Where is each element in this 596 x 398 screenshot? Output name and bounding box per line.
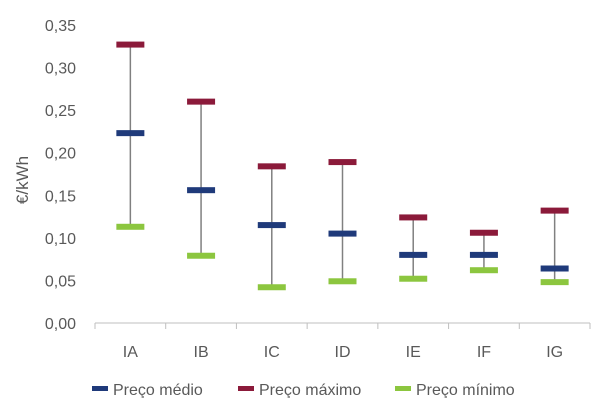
marker-max	[257, 163, 286, 170]
marker-min	[116, 223, 145, 230]
marker-min	[328, 278, 357, 285]
x-tick-label: IA	[123, 344, 138, 361]
marker-max	[469, 229, 498, 236]
marker-min	[469, 267, 498, 274]
marker-mean	[257, 222, 286, 229]
x-tick-label: IF	[477, 344, 491, 361]
y-tick-label: 0,05	[45, 273, 76, 290]
x-tick-label: ID	[335, 344, 351, 361]
y-axis-label: €/kWh	[13, 156, 32, 204]
legend-item: Preço mínimo	[395, 382, 515, 398]
marker-mean	[540, 265, 569, 272]
marker-mean	[328, 230, 357, 237]
y-tick-label: 0,20	[45, 146, 76, 163]
legend-swatch	[92, 386, 108, 391]
legend-label: Preço máximo	[259, 382, 361, 398]
marker-mean	[399, 251, 428, 258]
legend-label: Preço médio	[113, 382, 203, 398]
legend-swatch	[238, 386, 254, 391]
y-tick-label: 0,10	[45, 231, 76, 248]
legend-swatch	[395, 386, 411, 391]
marker-mean	[469, 251, 498, 258]
y-tick-label: 0,35	[45, 18, 76, 35]
marker-mean	[116, 130, 145, 137]
axes: 0,00 0,05 0,10 0,15 0,20 0,25 0,30 0,35 IA IB IC ID…	[45, 18, 591, 361]
price-markers	[116, 41, 569, 291]
marker-min	[540, 279, 569, 286]
marker-max	[399, 214, 428, 221]
legend-item: Preço médio	[92, 382, 203, 398]
x-tick-label: IC	[264, 344, 280, 361]
marker-max	[540, 207, 569, 214]
marker-min	[187, 252, 216, 259]
x-tick-label: IG	[546, 344, 563, 361]
legend: Preço médio Preço máximo Preço mínimo	[92, 382, 515, 398]
marker-min	[399, 275, 428, 282]
x-tick-label: IE	[406, 344, 421, 361]
marker-max	[116, 41, 145, 48]
legend-label: Preço mínimo	[416, 382, 515, 398]
range-lines	[129, 44, 556, 288]
marker-mean	[187, 187, 216, 194]
y-tick-label: 0,00	[45, 316, 76, 333]
marker-min	[257, 284, 286, 291]
marker-max	[328, 159, 357, 166]
legend-item: Preço máximo	[238, 382, 361, 398]
y-tick-label: 0,15	[45, 188, 76, 205]
marker-max	[187, 98, 216, 105]
x-tick-label: IB	[194, 344, 209, 361]
y-tick-label: 0,25	[45, 103, 76, 120]
y-tick-label: 0,30	[45, 61, 76, 78]
